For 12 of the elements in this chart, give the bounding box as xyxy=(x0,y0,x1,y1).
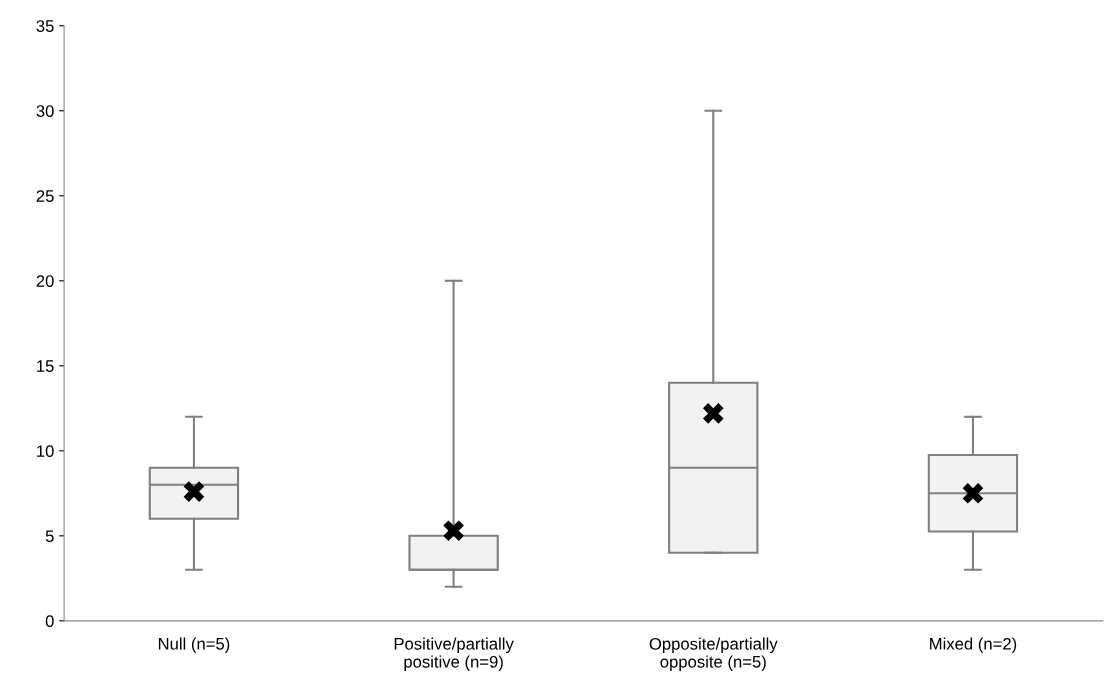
x-tick-label: Positive/partially positive (n=9) xyxy=(394,637,514,671)
x-tick-label: Null (n=5) xyxy=(158,637,230,654)
y-tick-label: 35 xyxy=(36,20,54,32)
x-tick-label: Mixed (n=2) xyxy=(930,637,1017,654)
y-tick-label: 30 xyxy=(36,105,54,117)
y-tick-label: 10 xyxy=(37,445,54,458)
y-tick-label: 0 xyxy=(45,615,54,628)
y-tick-label: 15 xyxy=(37,360,54,372)
y-tick-label: 5 xyxy=(45,530,54,543)
x-tick-label: Opposite/partially opposite (n=5) xyxy=(649,637,778,671)
y-tick-label: 20 xyxy=(36,275,54,287)
y-tick-label: 25 xyxy=(36,190,54,202)
